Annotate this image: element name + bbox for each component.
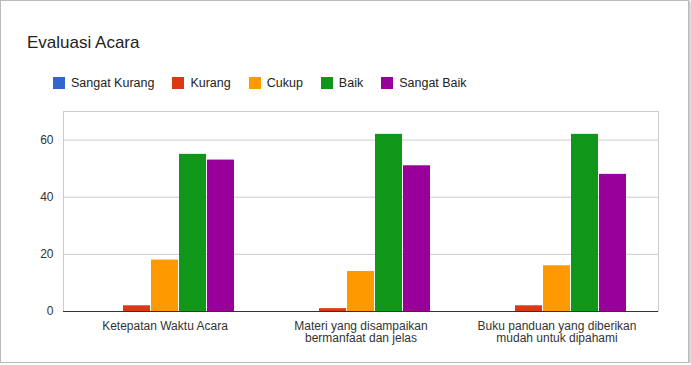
svg-text:0: 0 (47, 304, 54, 318)
svg-text:Materi yang disampaikanbermanf: Materi yang disampaikanbermanfaat dan je… (294, 319, 427, 345)
html-text:Kurang: Kurang (190, 76, 231, 90)
html-text:Sangat Kurang: Sangat Kurang (71, 76, 155, 90)
svg-text:40: 40 (40, 190, 54, 204)
html-text:Evaluasi Acara: Evaluasi Acara (27, 33, 140, 52)
html-text:Baik: Baik (338, 76, 364, 90)
html-text:Cukup: Cukup (266, 76, 303, 90)
html-text:Sangat Baik: Sangat Baik (399, 76, 467, 90)
svg-text:Ketepatan Waktu Acara: Ketepatan Waktu Acara (102, 319, 228, 333)
svg-text:20: 20 (40, 247, 54, 261)
svg-text:60: 60 (40, 133, 54, 147)
svg-text:Buku panduan yang diberikanmud: Buku panduan yang diberikanmudah untuk d… (478, 319, 637, 345)
